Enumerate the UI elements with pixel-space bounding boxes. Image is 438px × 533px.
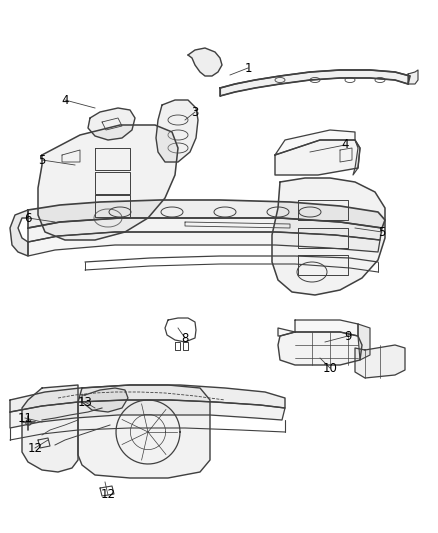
Polygon shape (353, 140, 360, 175)
Text: 12: 12 (28, 441, 42, 455)
Text: 5: 5 (378, 225, 386, 238)
Polygon shape (78, 385, 210, 478)
Polygon shape (10, 400, 285, 428)
Polygon shape (82, 388, 128, 412)
Text: 3: 3 (191, 106, 199, 118)
Text: 13: 13 (78, 395, 92, 408)
Polygon shape (278, 320, 358, 336)
Polygon shape (22, 385, 78, 472)
Polygon shape (275, 140, 360, 175)
Polygon shape (28, 200, 385, 228)
Polygon shape (88, 108, 135, 140)
Text: 6: 6 (24, 212, 32, 224)
Polygon shape (10, 385, 285, 412)
Text: 9: 9 (344, 329, 352, 343)
Text: 10: 10 (322, 361, 337, 375)
Polygon shape (355, 345, 405, 378)
Text: 12: 12 (100, 489, 116, 502)
Polygon shape (10, 210, 28, 256)
Polygon shape (28, 218, 382, 242)
Polygon shape (188, 48, 222, 76)
Polygon shape (220, 70, 410, 96)
Polygon shape (28, 232, 380, 256)
Text: 8: 8 (181, 332, 189, 344)
Text: 11: 11 (18, 411, 32, 424)
Polygon shape (278, 332, 362, 365)
Polygon shape (275, 130, 355, 155)
Text: 4: 4 (61, 93, 69, 107)
Text: 5: 5 (38, 154, 46, 166)
Text: 4: 4 (341, 139, 349, 151)
Polygon shape (272, 178, 385, 295)
Polygon shape (358, 324, 370, 360)
Text: 1: 1 (244, 61, 252, 75)
Polygon shape (408, 70, 418, 84)
Polygon shape (38, 125, 178, 240)
Polygon shape (156, 100, 198, 162)
